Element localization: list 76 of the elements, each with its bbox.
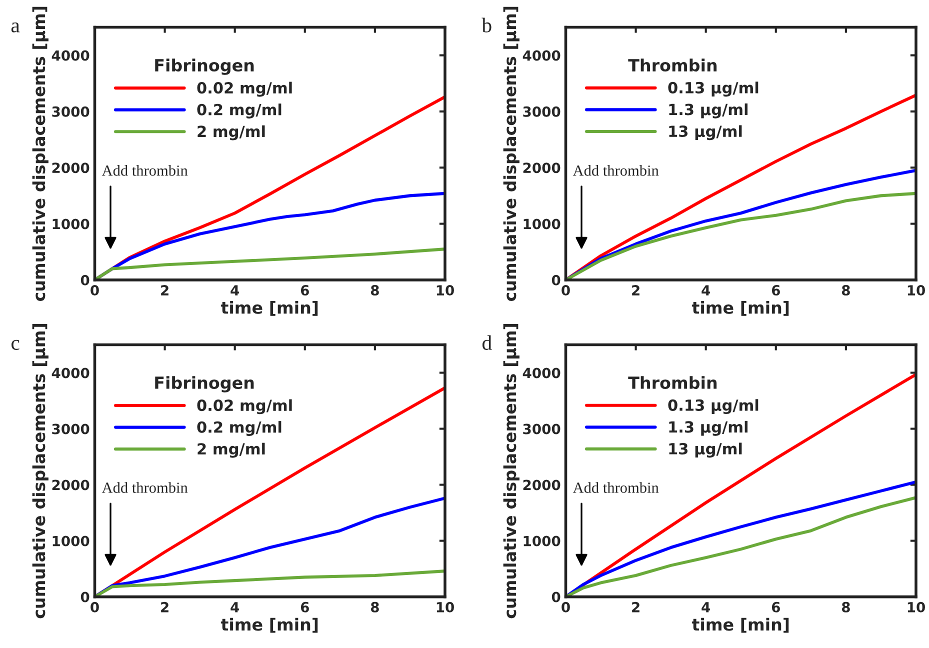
legend-label: 0.02 mg/ml xyxy=(197,399,292,414)
x-tick-label: 10 xyxy=(908,285,925,296)
y-tick-label: 3000 xyxy=(52,106,90,117)
x-tick-label: 8 xyxy=(842,602,850,612)
legend-label: 1.3 μg/ml xyxy=(669,103,748,118)
y-tick-label: 0 xyxy=(552,592,560,602)
legend-label: 0.2 mg/ml xyxy=(197,421,282,436)
y-tick-label: 4000 xyxy=(522,50,560,61)
legend-label: 2 mg/ml xyxy=(198,442,265,458)
legend-title: Fibrinogen xyxy=(155,376,254,392)
x-tick-label: 2 xyxy=(161,285,168,296)
legend-label: 13 μg/ml xyxy=(669,125,742,140)
annotation: Add thrombin xyxy=(102,482,188,493)
y-tick-label: 4000 xyxy=(52,50,90,61)
legend-label: 0.13 μg/ml xyxy=(668,399,758,414)
legend-label: 13 μg/ml xyxy=(669,442,742,458)
x-tick-label: 0 xyxy=(562,602,570,612)
chart-title: b xyxy=(482,18,492,32)
annotation: Add thrombin xyxy=(102,164,188,176)
x-axis-title: time [min] xyxy=(220,301,318,316)
legend-label: 0.13 μg/ml xyxy=(668,82,758,97)
y-axis-title: cumulative displacements [μm] xyxy=(32,324,48,618)
legend-label: 2 mg/ml xyxy=(198,125,265,140)
annotation: Add thrombin xyxy=(572,164,659,176)
y-tick-label: 1000 xyxy=(524,218,560,230)
x-tick-label: 8 xyxy=(842,285,850,296)
x-tick-label: 4 xyxy=(230,285,240,296)
legend-label: 0.2 mg/ml xyxy=(197,104,282,118)
legend-title: Thrombin xyxy=(628,58,717,72)
y-axis-title: cumulative displacements [μm] xyxy=(503,324,520,618)
y-tick-label: 2000 xyxy=(523,480,560,490)
x-tick-label: 4 xyxy=(230,602,240,612)
x-tick-label: 0 xyxy=(90,602,99,612)
legend-title: Thrombin xyxy=(628,376,717,390)
x-tick-label: 2 xyxy=(632,602,640,612)
y-tick-label: 3000 xyxy=(523,424,560,434)
y-tick-label: 3000 xyxy=(523,106,560,117)
x-tick-label: 8 xyxy=(370,602,379,612)
y-tick-label: 0 xyxy=(552,274,560,286)
x-tick-label: 0 xyxy=(562,285,570,296)
y-tick-label: 1000 xyxy=(524,536,560,546)
y-tick-label: 4000 xyxy=(52,368,90,378)
legend-label: 0.02 mg/ml xyxy=(197,82,292,97)
x-tick-label: 10 xyxy=(436,602,454,612)
y-tick-label: 2000 xyxy=(52,162,90,174)
x-axis-title: time [min] xyxy=(692,618,789,633)
x-tick-label: 2 xyxy=(632,285,640,296)
y-axis-title: cumulative displacements [μm] xyxy=(503,6,520,302)
chart-title: c xyxy=(11,340,20,350)
y-tick-label: 1000 xyxy=(52,536,90,546)
x-axis-title: time [min] xyxy=(220,618,318,633)
y-tick-label: 2000 xyxy=(523,162,560,174)
x-tick-label: 6 xyxy=(300,602,309,612)
chart-title: d xyxy=(482,335,492,350)
legend-label: 1.3 μg/ml xyxy=(669,420,748,436)
x-tick-label: 6 xyxy=(772,602,780,612)
y-tick-label: 3000 xyxy=(52,424,90,434)
x-tick-label: 0 xyxy=(90,285,99,296)
x-axis-title: time [min] xyxy=(692,301,789,316)
y-tick-label: 0 xyxy=(80,274,90,286)
x-tick-label: 2 xyxy=(161,602,168,612)
y-axis-title: cumulative displacements [μm] xyxy=(32,6,48,302)
x-tick-label: 4 xyxy=(702,285,710,296)
x-tick-label: 6 xyxy=(772,285,780,296)
x-tick-label: 10 xyxy=(436,285,454,296)
y-tick-label: 2000 xyxy=(52,480,90,490)
x-tick-label: 4 xyxy=(702,602,710,612)
chart-title: a xyxy=(11,22,20,32)
y-tick-label: 4000 xyxy=(522,368,560,378)
y-tick-label: 0 xyxy=(80,592,90,602)
x-tick-label: 10 xyxy=(908,602,925,612)
annotation: Add thrombin xyxy=(572,482,659,493)
x-tick-label: 6 xyxy=(300,285,309,296)
x-tick-label: 8 xyxy=(370,285,379,296)
y-tick-label: 1000 xyxy=(52,218,90,230)
legend-title: Fibrinogen xyxy=(155,58,254,75)
